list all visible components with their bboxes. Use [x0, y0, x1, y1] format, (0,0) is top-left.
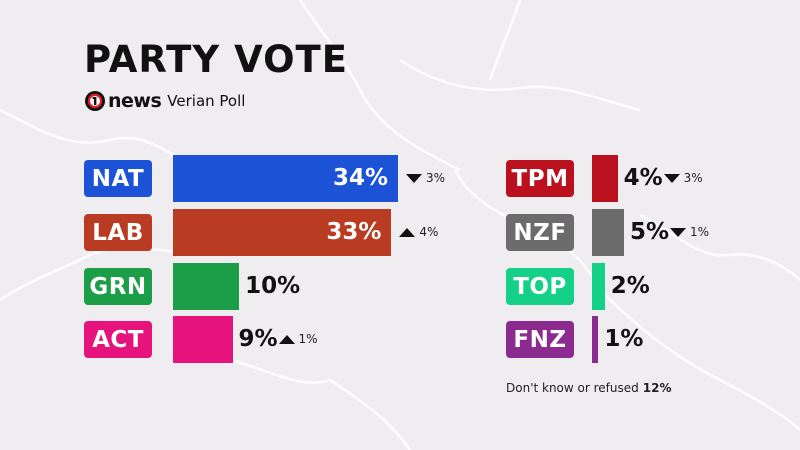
footnote-value: 12%: [642, 381, 672, 395]
change-text-nzf: 1%: [690, 225, 710, 239]
brand-name: news: [108, 89, 162, 112]
change-text-tpm: 3%: [683, 171, 703, 185]
brand-line: news Verian Poll: [84, 90, 245, 112]
change-nat: 3%: [406, 155, 445, 202]
party-label-top: TOP: [506, 268, 574, 305]
value-label-nat: 34%: [332, 165, 388, 191]
change-text-act: 1%: [298, 332, 318, 346]
one-news-logo-icon: [85, 91, 105, 111]
bar-grn: [173, 263, 240, 310]
value-label-top: 2%: [610, 273, 650, 299]
party-label-grn: GRN: [84, 268, 152, 305]
change-text-nat: 3%: [426, 171, 446, 185]
value-label-tpm: 4%: [623, 165, 663, 191]
value-label-grn: 10%: [245, 273, 301, 299]
page-title: PARTY VOTE: [84, 38, 349, 81]
value-label-lab: 33%: [326, 219, 382, 245]
value-label-act: 9%: [238, 326, 278, 352]
footnote-text: Don't know or refused: [506, 381, 639, 395]
triangle-down-icon: [663, 174, 680, 183]
change-lab: 4%: [399, 209, 438, 256]
footnote: Don't know or refused 12%: [506, 381, 672, 395]
triangle-down-icon: [406, 174, 422, 183]
bar-nat: [173, 155, 398, 202]
bar-lab: [173, 209, 392, 256]
bar-tpm: [592, 155, 618, 202]
party-label-tpm: TPM: [506, 160, 574, 197]
value-label-nzf: 5%: [630, 219, 670, 245]
change-nzf: 1%: [670, 209, 709, 256]
change-text-lab: 4%: [419, 225, 439, 239]
party-label-fnz: FNZ: [506, 321, 574, 358]
bar-nzf: [592, 209, 624, 256]
triangle-down-icon: [670, 228, 686, 237]
bar-top: [592, 263, 605, 310]
poll-name: Verian Poll: [167, 91, 246, 110]
party-label-lab: LAB: [84, 214, 152, 251]
change-tpm: 3%: [663, 155, 703, 202]
bar-act: [173, 316, 233, 363]
party-label-nat: NAT: [84, 160, 152, 197]
party-label-nzf: NZF: [506, 214, 574, 251]
bar-fnz: [592, 316, 599, 363]
party-label-act: ACT: [84, 321, 152, 358]
triangle-up-icon: [278, 335, 295, 344]
triangle-up-icon: [399, 228, 416, 237]
change-act: 1%: [278, 316, 318, 363]
value-label-fnz: 1%: [604, 326, 644, 352]
